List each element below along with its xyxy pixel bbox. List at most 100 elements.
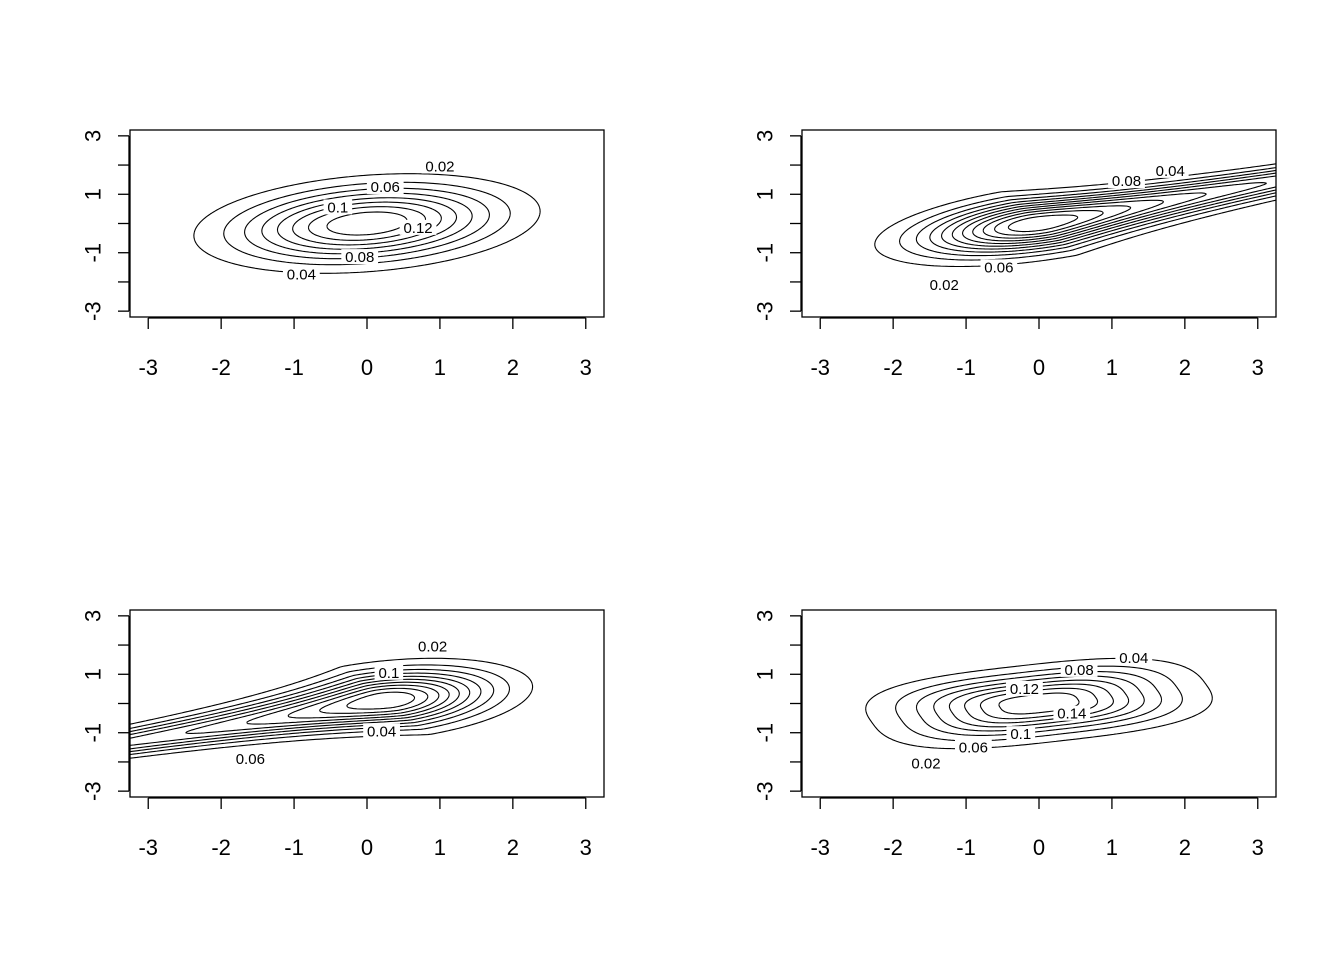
contour-label-background — [282, 266, 320, 282]
contour-label-background — [1060, 661, 1098, 677]
y-tick-label: 1 — [81, 188, 106, 200]
x-axis: -3 -2 -1 0 1 2 3 — [138, 317, 592, 380]
contour-level-0.08 — [929, 172, 1276, 253]
x-tick-label: -2 — [211, 355, 231, 380]
y-tick-label: 3 — [753, 610, 778, 622]
x-tick-label: 0 — [1033, 835, 1045, 860]
contour-label-background — [1006, 680, 1043, 696]
contour-label-background — [907, 755, 945, 771]
contour-label-background — [1006, 726, 1036, 742]
y-axis: -3 -1 1 3 — [81, 610, 130, 801]
contour-label-background — [1151, 162, 1189, 178]
contour-label: 0.06 — [959, 739, 988, 756]
contour-level-0.14 — [246, 681, 450, 725]
x-axis: -3 -2 -1 0 1 2 3 — [810, 797, 1264, 860]
contour-label-background — [363, 723, 400, 739]
x-axis: -3 -2 -1 0 1 2 3 — [138, 797, 592, 860]
contour-label: 0.06 — [236, 751, 265, 768]
contour-label: 0.02 — [911, 755, 940, 772]
x-tick-label: -2 — [883, 355, 903, 380]
contour-level-0.1 — [941, 175, 1276, 250]
contour-label-background — [231, 751, 269, 767]
x-tick-label: -3 — [138, 835, 158, 860]
x-tick-label: 3 — [580, 835, 592, 860]
x-tick-label: 2 — [507, 355, 519, 380]
contour-level-0.16 — [326, 211, 408, 236]
contour-label: 0.08 — [1065, 662, 1094, 679]
plot-frame — [129, 609, 605, 798]
contour-label: 0.12 — [403, 220, 432, 237]
contour-level-0.04 — [130, 664, 511, 756]
y-tick-label: -1 — [81, 723, 106, 743]
contour-label: 0.1 — [378, 665, 399, 682]
contour-label-background — [980, 259, 1018, 275]
x-tick-label: 1 — [434, 355, 446, 380]
x-tick-label: -2 — [883, 835, 903, 860]
contour-level-0.2 — [994, 209, 1104, 236]
contour-level-0.12 — [951, 182, 1267, 247]
x-tick-label: 1 — [1106, 835, 1118, 860]
y-tick-label: 1 — [81, 668, 106, 680]
contour-label-background — [925, 276, 963, 292]
contour-label-background — [399, 219, 437, 235]
y-tick-label: 3 — [81, 130, 106, 142]
y-axis: -3 -1 1 3 — [81, 130, 130, 321]
x-tick-label: 1 — [434, 835, 446, 860]
x-axis: -3 -2 -1 0 1 2 3 — [810, 317, 1264, 380]
contour-level-0.02 — [193, 173, 541, 274]
contour-label-background — [421, 158, 459, 174]
contour-level-0.18 — [319, 687, 429, 714]
x-tick-label: 2 — [1179, 835, 1191, 860]
panel-top-left: 0.02 0.06 0.1 0.12 0.08 0.04 -3 -2 -1 0 1 2 3 -3 -1 1 3 — [81, 129, 605, 380]
contour-level-0.06 — [915, 671, 1163, 736]
contour-level-0.1 — [948, 679, 1130, 728]
contour-label-background — [954, 739, 992, 755]
y-tick-label: -3 — [81, 781, 106, 801]
x-tick-label: -3 — [810, 835, 830, 860]
y-tick-label: 1 — [753, 668, 778, 680]
contour-label: 0.02 — [930, 277, 959, 294]
contour-label: 0.04 — [287, 267, 316, 284]
x-tick-label: -3 — [810, 355, 830, 380]
contour-level-0.12 — [185, 678, 460, 734]
contour-label: 0.02 — [425, 159, 454, 176]
y-tick-label: -3 — [753, 781, 778, 801]
plot-frame — [801, 609, 1277, 798]
contour-label-background — [374, 664, 404, 680]
y-tick-label: -3 — [753, 301, 778, 321]
x-tick-label: -1 — [284, 835, 304, 860]
y-tick-label: -1 — [753, 723, 778, 743]
contour-label: 0.04 — [1119, 650, 1148, 667]
contour-label-background — [414, 638, 452, 654]
x-tick-label: -1 — [956, 355, 976, 380]
x-tick-label: 0 — [361, 355, 373, 380]
y-tick-label: -3 — [81, 301, 106, 321]
x-tick-label: 3 — [1252, 835, 1264, 860]
contour-level-0.14 — [979, 687, 1099, 720]
contour-level-0.16 — [287, 684, 440, 719]
panel-top-right: 0.04 0.08 0.06 0.02 -3 -2 -1 0 1 2 3 -3 -1 1 3 — [753, 129, 1277, 380]
contour-lines — [130, 657, 534, 759]
contour-level-0.14 — [962, 192, 1207, 245]
x-tick-label: -2 — [211, 835, 231, 860]
y-tick-label: 1 — [753, 188, 778, 200]
y-tick-label: 3 — [753, 130, 778, 142]
contour-level-0.2 — [346, 691, 416, 710]
contour-level-0.16 — [972, 199, 1165, 242]
panel-bottom-left: 0.02 0.1 0.04 0.06 -3 -2 -1 0 1 2 3 -3 -1 1 3 — [81, 609, 605, 860]
y-tick-label: 3 — [81, 610, 106, 622]
contour-label: 0.06 — [371, 179, 400, 196]
contour-label: 0.08 — [1112, 173, 1141, 190]
y-tick-label: -1 — [81, 243, 106, 263]
contour-label-background — [1053, 705, 1091, 721]
contour-level-0.1 — [130, 675, 471, 746]
x-tick-label: -1 — [284, 355, 304, 380]
contour-label: 0.1 — [327, 199, 348, 216]
x-tick-label: 2 — [507, 835, 519, 860]
contour-label: 0.04 — [367, 723, 396, 740]
contour-label: 0.08 — [345, 249, 374, 266]
panel-bottom-right: 0.040.080.120.140.10.060.02-3 -2 -1 0 1 2 3-3-… — [753, 609, 1277, 860]
x-tick-label: 2 — [1179, 355, 1191, 380]
